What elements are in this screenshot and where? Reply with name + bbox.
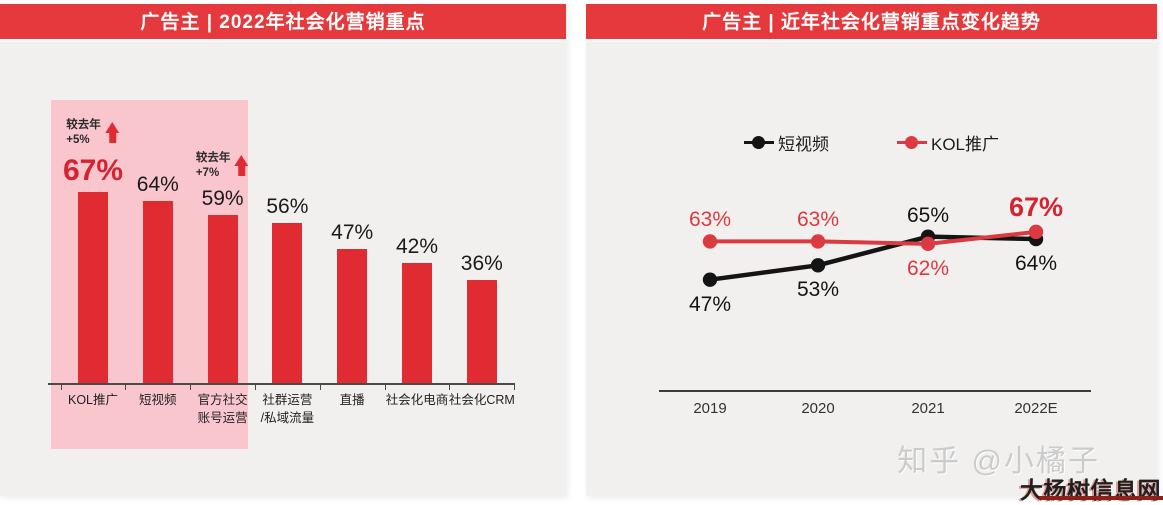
- bar-value-label: 42%: [395, 235, 439, 259]
- bar-annotation-text: 较去年 +7%: [195, 151, 231, 179]
- line-value-label: 67%: [1008, 191, 1064, 222]
- bar: [337, 249, 368, 383]
- data-point: [1028, 224, 1044, 240]
- bar-value-label: 67%: [62, 154, 124, 188]
- legend-label: KOL推广: [930, 135, 1000, 154]
- line-value-label: 64%: [1014, 252, 1058, 276]
- legend-line-dot-icon: [743, 136, 774, 150]
- line-value-label: 63%: [688, 208, 732, 232]
- legend-item: 短视频: [743, 130, 829, 155]
- x-axis-tick: [255, 384, 256, 390]
- bar: [207, 214, 238, 383]
- legend-line-dot-icon: [896, 136, 927, 150]
- line-value-label: 63%: [796, 208, 840, 232]
- legend: 短视频 KOL推广: [586, 130, 1157, 155]
- increase-arrow-icon: [104, 121, 120, 144]
- x-axis-tick: [60, 384, 62, 390]
- legend-dot: [905, 136, 919, 149]
- x-axis-tick: [125, 384, 127, 390]
- line-chart-panel: 广告主 | 近年社会化营销重点变化趋势 短视频 KOL推广 2019 2020 202…: [586, 4, 1157, 496]
- site-watermark-underline: [1039, 496, 1163, 500]
- x-axis-line: [48, 383, 515, 385]
- line-value-label: 47%: [688, 292, 732, 316]
- data-point: [702, 234, 718, 249]
- x-axis-tick-label: 2021: [911, 400, 945, 417]
- line-chart-canvas: [702, 224, 1044, 287]
- x-axis-tick-label: 2019: [693, 400, 727, 417]
- bar-value-label: 56%: [266, 195, 309, 219]
- bar-chart-panel: 广告主 | 2022年社会化营销重点 67% 较去年 +5% KOL推广 64% 短视频…: [0, 4, 566, 496]
- x-axis-tick: [319, 384, 321, 390]
- zhihu-watermark: 知乎 @小橘子: [897, 445, 1100, 478]
- bar: [466, 280, 497, 383]
- data-point: [810, 234, 826, 249]
- legend-item: KOL推广: [896, 130, 1000, 155]
- bar-annotation: 较去年 +5%: [66, 118, 120, 148]
- x-axis-tick: [449, 384, 451, 390]
- line-value-label: 62%: [906, 256, 950, 280]
- bar: [272, 223, 303, 383]
- bar: [142, 200, 173, 383]
- bar-category-label: 社会化CRM: [448, 393, 515, 407]
- bar-value-label: 64%: [136, 172, 179, 196]
- bar-category-label: 直播: [339, 393, 365, 407]
- bar-value-label: 47%: [331, 221, 374, 245]
- bar-chart-title: 广告主 | 2022年社会化营销重点: [140, 12, 426, 33]
- bar-annotation: 较去年 +7%: [196, 151, 250, 181]
- legend-label: 短视频: [777, 135, 829, 154]
- bar-category-label: KOL推广: [67, 393, 119, 407]
- increase-arrow-icon: [234, 154, 249, 177]
- bar: [78, 192, 108, 383]
- line-value-label: 53%: [796, 278, 840, 302]
- bar-category-label: 社会化电商: [385, 393, 449, 407]
- x-axis-tick: [384, 384, 386, 390]
- bar-chart-plot: 67% 较去年 +5% KOL推广 64% 短视频 59% 较去年 +7% 官方社交 账号运营…: [0, 4, 566, 496]
- bar-chart-title-banner: 广告主 | 2022年社会化营销重点: [0, 4, 566, 42]
- x-axis-tick-label: 2020: [801, 400, 835, 417]
- line-chart-title-banner: 广告主 | 近年社会化营销重点变化趋势: [586, 4, 1157, 42]
- legend-dot: [752, 136, 766, 149]
- bar: [402, 263, 432, 383]
- bar-category-label: 官方社交 账号运营: [197, 393, 248, 426]
- bar-category-label: 社群运营 /私域流量: [260, 393, 315, 426]
- bar-annotation-text: 较去年 +5%: [66, 119, 101, 146]
- line-chart-plot: 2019 2020 2021 2022E 47% 53% 65% 64% 63% 63% 62% 67…: [586, 4, 1157, 496]
- data-point: [810, 258, 826, 273]
- line-chart-title: 广告主 | 近年社会化营销重点变化趋势: [702, 12, 1041, 33]
- x-axis-tick-label: 2022E: [1014, 400, 1058, 417]
- x-axis-line: [659, 390, 1091, 392]
- line-series: [710, 229, 1037, 246]
- data-point: [920, 236, 936, 252]
- data-point: [702, 272, 718, 287]
- line-value-label: 65%: [906, 203, 950, 227]
- bar-value-label: 59%: [201, 186, 244, 210]
- bar-value-label: 36%: [460, 252, 503, 276]
- x-axis-tick: [514, 384, 516, 390]
- bar-category-label: 短视频: [139, 393, 177, 407]
- x-axis-tick: [190, 384, 192, 390]
